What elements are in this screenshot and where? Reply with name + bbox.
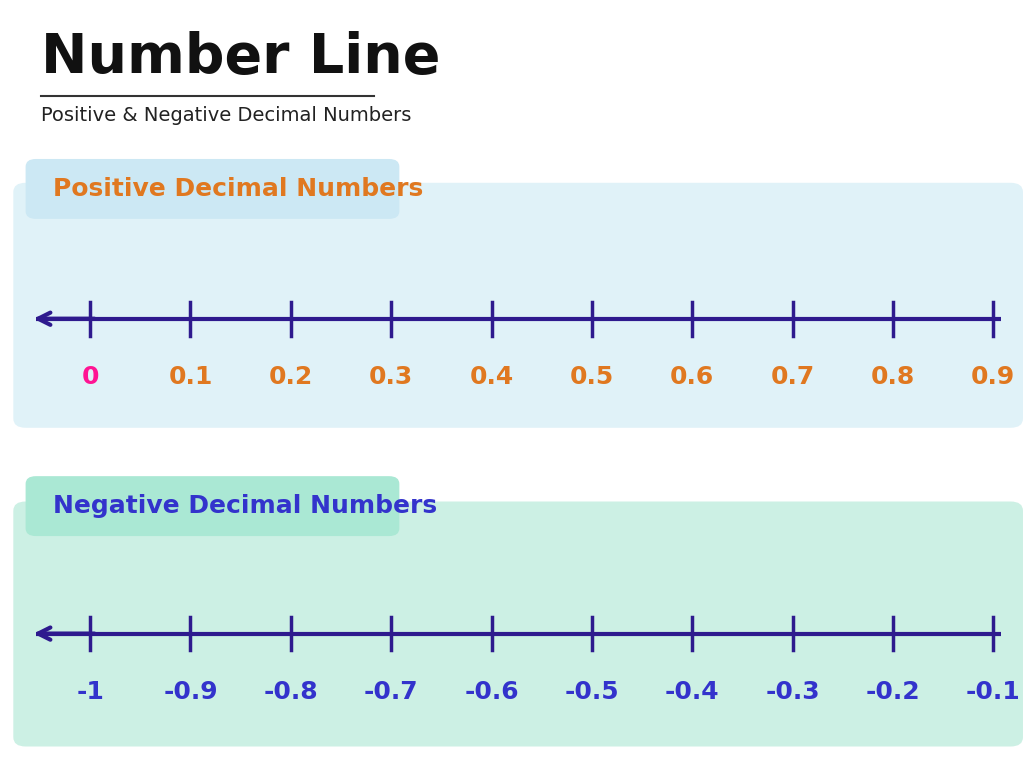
Text: Positive & Negative Decimal Numbers: Positive & Negative Decimal Numbers <box>41 106 412 125</box>
Text: 0.2: 0.2 <box>268 365 313 389</box>
Text: Positive Decimal Numbers: Positive Decimal Numbers <box>53 177 424 201</box>
Text: 0.6: 0.6 <box>670 365 715 389</box>
Text: Number Line: Number Line <box>41 31 440 84</box>
Text: -1: -1 <box>76 680 104 703</box>
Text: 0.8: 0.8 <box>870 365 915 389</box>
Text: -0.5: -0.5 <box>564 680 620 703</box>
FancyBboxPatch shape <box>26 476 399 536</box>
Text: 0.1: 0.1 <box>168 365 213 389</box>
Text: 0.7: 0.7 <box>770 365 815 389</box>
Text: -0.3: -0.3 <box>765 680 820 703</box>
Text: -0.6: -0.6 <box>464 680 519 703</box>
Text: 0: 0 <box>81 365 99 389</box>
Text: -0.7: -0.7 <box>364 680 419 703</box>
Text: -0.4: -0.4 <box>665 680 720 703</box>
Text: Negative Decimal Numbers: Negative Decimal Numbers <box>53 494 437 518</box>
FancyBboxPatch shape <box>13 502 1023 746</box>
FancyBboxPatch shape <box>26 159 399 219</box>
Text: 0.4: 0.4 <box>469 365 514 389</box>
Text: 0.5: 0.5 <box>569 365 614 389</box>
Text: -0.2: -0.2 <box>865 680 921 703</box>
Text: -0.8: -0.8 <box>263 680 318 703</box>
Text: -0.9: -0.9 <box>163 680 218 703</box>
Text: 0.9: 0.9 <box>971 365 1016 389</box>
Text: -0.1: -0.1 <box>966 680 1021 703</box>
Text: 0.3: 0.3 <box>369 365 414 389</box>
FancyBboxPatch shape <box>13 183 1023 428</box>
